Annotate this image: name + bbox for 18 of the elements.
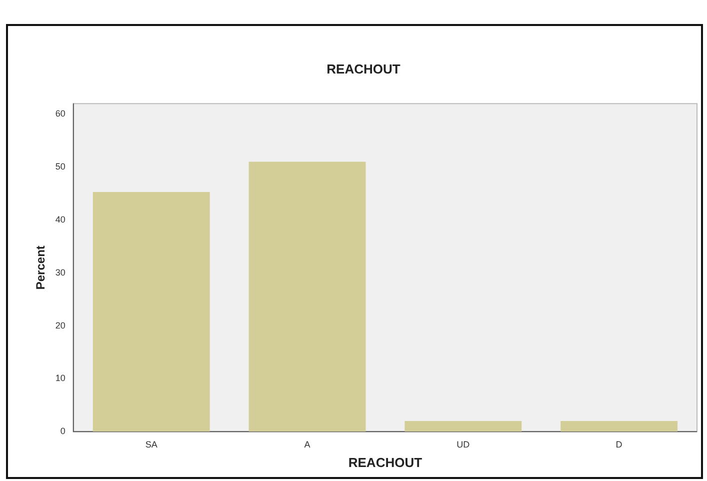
x-tick-label: A: [304, 439, 310, 450]
chart-title: REACHOUT: [326, 61, 400, 76]
y-tick-label: 20: [55, 320, 66, 330]
x-tick-label: D: [616, 439, 623, 450]
y-tick-label: 50: [55, 162, 66, 172]
bar: [404, 421, 522, 432]
y-axis-title: Percent: [34, 246, 48, 290]
x-tick-label: SA: [145, 439, 158, 450]
bar: [248, 162, 366, 432]
x-tick-label: UD: [456, 439, 470, 450]
y-tick-label: 30: [55, 267, 66, 278]
y-tick-label: 0: [60, 426, 66, 436]
bar: [92, 192, 210, 432]
y-tick-label: 60: [55, 108, 66, 119]
y-tick-label: 10: [55, 373, 66, 384]
y-tick-label: 40: [55, 214, 66, 224]
bar: [560, 421, 678, 432]
x-axis-title: REACHOUT: [348, 454, 422, 470]
